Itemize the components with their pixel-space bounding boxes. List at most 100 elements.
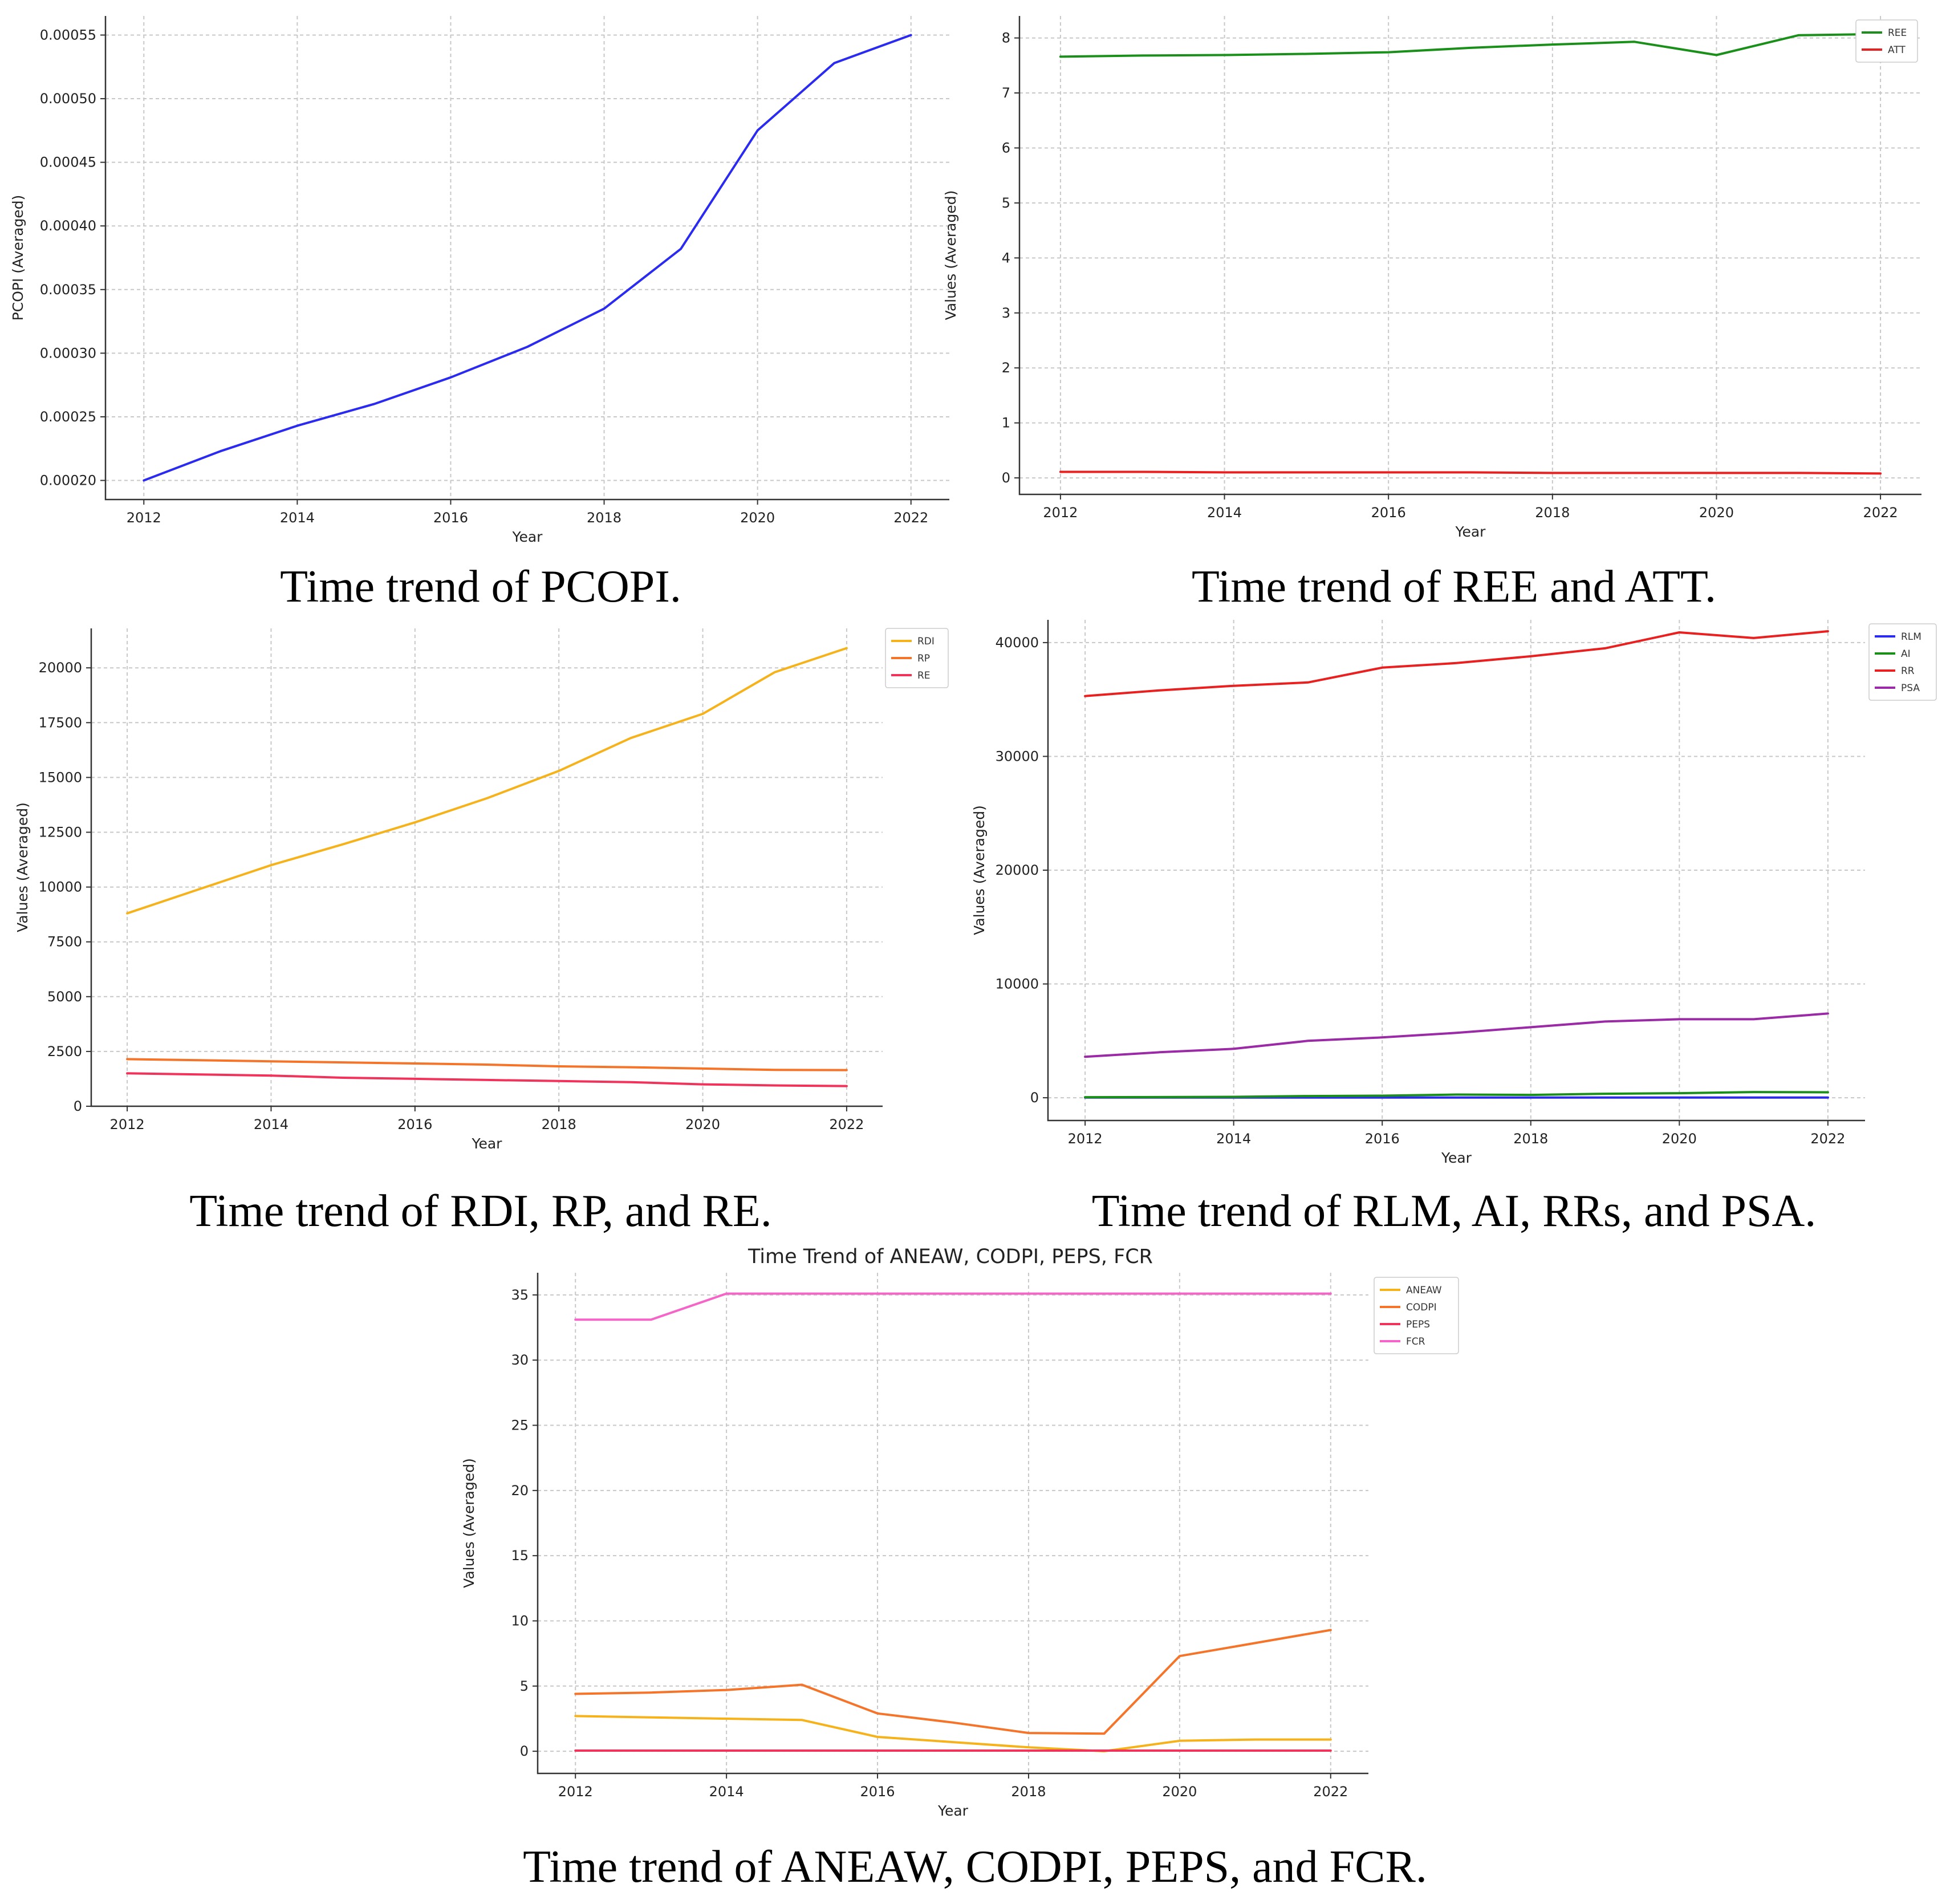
series-line-fcr xyxy=(574,1292,1332,1321)
y-tick-label: 10000 xyxy=(39,879,82,895)
legend-label-att: ATT xyxy=(1888,44,1906,56)
y-tick-label: 25 xyxy=(511,1418,529,1434)
series-line-aneaw xyxy=(574,1715,1332,1753)
axes-spine xyxy=(537,1273,1368,1775)
x-axis-label: Year xyxy=(1441,1150,1472,1166)
x-tick-label: 2022 xyxy=(1810,1131,1845,1147)
series-line-re xyxy=(126,1072,848,1087)
y-tick-label: 20000 xyxy=(39,660,82,676)
y-tick-label: 0.00025 xyxy=(40,409,96,425)
x-axis-label: Year xyxy=(937,1802,969,1819)
chart-title: Time Trend of ANEAW, CODPI, PEPS, FCR xyxy=(747,1245,1153,1268)
series-line-att xyxy=(1059,470,1882,475)
x-tick-label: 2018 xyxy=(1513,1131,1548,1147)
y-tick-label: 10000 xyxy=(996,976,1039,992)
y-tick-label: 5 xyxy=(520,1678,529,1694)
series-line-rr xyxy=(1084,630,1829,697)
y-tick-label: 8 xyxy=(1002,30,1010,46)
x-tick-label: 2022 xyxy=(829,1117,864,1132)
x-tick-label: 2020 xyxy=(1699,505,1734,521)
legend-label-rr: RR xyxy=(1901,665,1915,677)
y-tick-label: 2 xyxy=(1002,360,1010,376)
y-axis-label: PCOPI (Averaged) xyxy=(10,195,26,321)
chart-rdi-rp-re: Time trend of RDI, RP, and RE. 2012 2014 2… xyxy=(14,628,949,1236)
x-tick-label: 2014 xyxy=(280,510,315,526)
x-tick-label: 2020 xyxy=(685,1117,720,1132)
x-tick-label: 2016 xyxy=(860,1784,895,1800)
series-line-rp xyxy=(126,1058,848,1071)
legend xyxy=(1855,19,1918,63)
caption-aneaw-codpi-peps-fcr: Time trend of ANEAW, CODPI, PEPS, and FC… xyxy=(523,1842,1427,1892)
caption-rlm-ai-rr-psa: Time trend of RLM, AI, RRs, and PSA. xyxy=(1092,1186,1817,1236)
y-axis-label: Values (Averaged) xyxy=(14,802,31,932)
y-tick-label: 40000 xyxy=(996,635,1039,651)
chart-pcopi: Time trend of PCOPI. 2012 2014 2016 2018 202… xyxy=(10,16,949,612)
y-tick-label: 2500 xyxy=(47,1044,82,1059)
chart-ree-att: Time trend of REE and ATT. 2012 2014 2016 2… xyxy=(942,16,1921,612)
y-tick-label: 0.00040 xyxy=(40,218,96,234)
x-tick-label: 2020 xyxy=(1162,1784,1197,1800)
legend-label-ree: REE xyxy=(1888,27,1907,39)
x-tick-label: 2018 xyxy=(1535,505,1570,521)
legend-label-ai: AI xyxy=(1901,648,1911,660)
y-tick-label: 5 xyxy=(1002,195,1010,211)
x-tick-label: 2022 xyxy=(893,510,928,526)
y-tick-label: 15 xyxy=(511,1548,529,1564)
y-tick-label: 15000 xyxy=(39,769,82,785)
y-tick-label: 0.00050 xyxy=(40,91,96,107)
y-tick-label: 30000 xyxy=(996,748,1039,764)
legend-label-rp: RP xyxy=(917,653,930,664)
y-tick-label: 6 xyxy=(1002,140,1010,156)
axes-spine xyxy=(104,16,949,501)
chart-aneaw-codpi-peps-fcr: Time Trend of ANEAW, CODPI, PEPS, FCR Ti… xyxy=(461,1245,1459,1892)
legend-label-aneaw: ANEAW xyxy=(1406,1285,1442,1296)
x-tick-label: 2022 xyxy=(1313,1784,1348,1800)
x-tick-label: 2014 xyxy=(709,1784,744,1800)
y-tick-label: 0.00020 xyxy=(40,473,96,489)
x-tick-label: 2014 xyxy=(1207,505,1242,521)
axes-spine xyxy=(1018,16,1921,496)
y-tick-label: 0 xyxy=(520,1743,529,1759)
y-tick-label: 20000 xyxy=(996,862,1039,878)
caption-rdi-rp-re: Time trend of RDI, RP, and RE. xyxy=(189,1186,772,1236)
legend-label-psa: PSA xyxy=(1901,683,1920,694)
x-tick-label: 2020 xyxy=(740,510,775,526)
x-tick-label: 2012 xyxy=(127,510,161,526)
x-tick-label: 2012 xyxy=(1068,1131,1103,1147)
x-tick-label: 2016 xyxy=(1365,1131,1400,1147)
x-tick-label: 2018 xyxy=(542,1117,576,1132)
x-tick-label: 2014 xyxy=(254,1117,289,1132)
y-axis-label: Values (Averaged) xyxy=(461,1458,477,1588)
y-tick-label: 4 xyxy=(1002,250,1010,266)
legend xyxy=(1374,1277,1459,1354)
chart-rlm-ai-rr-psa: Time trend of RLM, AI, RRs, and PSA. 201… xyxy=(971,620,1937,1236)
axes-spine xyxy=(1047,620,1865,1122)
x-tick-label: 2012 xyxy=(1043,505,1078,521)
x-tick-label: 2016 xyxy=(1371,505,1406,521)
series-line-pcopi xyxy=(143,34,912,482)
y-tick-label: 3 xyxy=(1002,305,1010,321)
y-tick-label: 0.00045 xyxy=(40,155,96,170)
legend xyxy=(1868,623,1937,701)
legend-label-fcr: FCR xyxy=(1406,1336,1425,1347)
y-tick-label: 0 xyxy=(1030,1090,1039,1106)
y-tick-label: 0.00055 xyxy=(40,27,96,43)
x-tick-label: 2012 xyxy=(558,1784,593,1800)
y-tick-label: 1 xyxy=(1002,415,1010,431)
y-tick-label: 0 xyxy=(1002,470,1010,486)
y-tick-label: 12500 xyxy=(39,824,82,840)
series-line-rdi xyxy=(126,647,848,915)
x-tick-label: 2018 xyxy=(587,510,621,526)
x-tick-label: 2018 xyxy=(1011,1784,1046,1800)
series-line-ree xyxy=(1059,33,1882,58)
x-tick-label: 2016 xyxy=(433,510,468,526)
x-tick-label: 2020 xyxy=(1662,1131,1697,1147)
y-tick-label: 7 xyxy=(1002,85,1010,101)
y-tick-label: 0 xyxy=(74,1098,82,1114)
legend xyxy=(885,628,949,688)
x-tick-label: 2022 xyxy=(1863,505,1898,521)
caption-ree-att: Time trend of REE and ATT. xyxy=(1192,562,1716,612)
legend-label-peps: PEPS xyxy=(1406,1319,1430,1330)
y-tick-label: 35 xyxy=(511,1287,529,1303)
